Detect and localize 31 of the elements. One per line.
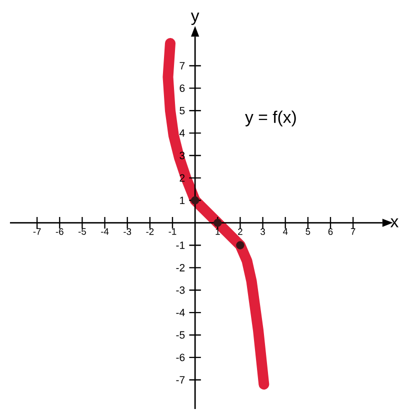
y-axis-title: y xyxy=(190,12,200,26)
y-tick-label: 7 xyxy=(180,62,185,70)
x-tick-label: -3 xyxy=(124,228,132,235)
y-tick-label: 1 xyxy=(180,196,185,204)
x-tick-label: -5 xyxy=(78,228,86,235)
x-tick-label: 5 xyxy=(306,228,310,235)
x-tick-label: -1 xyxy=(168,228,176,235)
x-tick-label: 1 xyxy=(216,228,220,235)
x-tick-label: -4 xyxy=(101,228,109,235)
y-tick-label: 6 xyxy=(180,84,185,92)
x-tick-label: 4 xyxy=(282,228,288,235)
y-tick-label: -3 xyxy=(176,286,185,294)
x-tick-label: 2 xyxy=(238,228,242,235)
y-tick-label: -1 xyxy=(176,242,185,249)
y-tick-label: -4 xyxy=(176,308,185,316)
y-tick-label: -7 xyxy=(176,376,185,384)
x-tick-label: -2 xyxy=(146,228,154,235)
point xyxy=(190,196,200,204)
annotation: y = f(x) xyxy=(245,110,296,126)
y-tick-label: 4 xyxy=(179,129,185,137)
y-tick-label: 3 xyxy=(180,152,185,160)
x-tick-label: 6 xyxy=(328,228,333,235)
y-tick-label: -2 xyxy=(176,264,185,272)
y-tick-label: -6 xyxy=(176,354,185,362)
x-tick-label: 3 xyxy=(260,228,265,235)
y-tick-label: 5 xyxy=(180,106,185,114)
x-tick-label: -6 xyxy=(56,228,64,235)
y-tick-label: -5 xyxy=(176,331,185,339)
point xyxy=(236,241,244,250)
point xyxy=(214,218,222,227)
x-axis-title: x xyxy=(390,218,398,228)
